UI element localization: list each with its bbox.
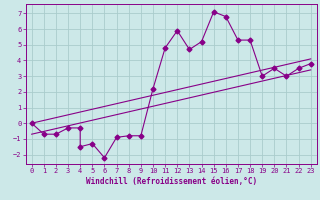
X-axis label: Windchill (Refroidissement éolien,°C): Windchill (Refroidissement éolien,°C) bbox=[86, 177, 257, 186]
